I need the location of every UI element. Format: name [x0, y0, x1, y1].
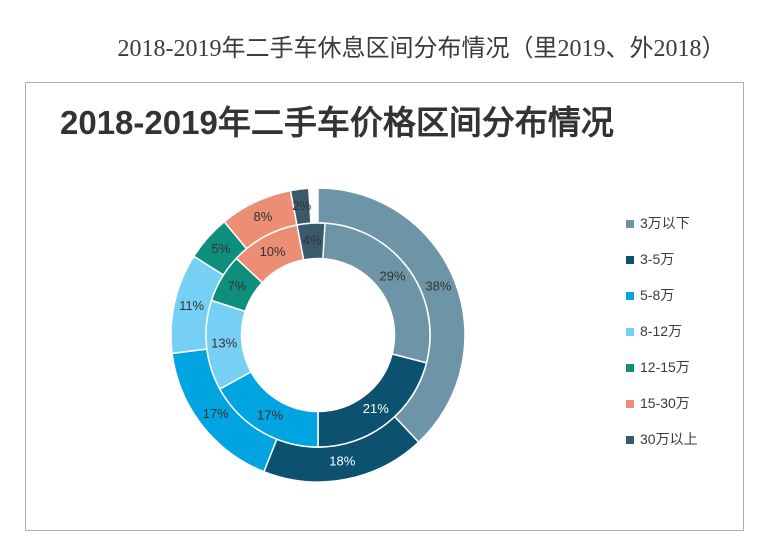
svg-text:11%: 11%: [179, 298, 204, 313]
svg-text:21%: 21%: [363, 401, 389, 416]
svg-text:10%: 10%: [260, 244, 286, 259]
svg-text:18%: 18%: [329, 454, 355, 469]
svg-text:13%: 13%: [211, 335, 237, 350]
svg-text:17%: 17%: [257, 408, 283, 423]
svg-text:5%: 5%: [212, 241, 231, 256]
svg-text:38%: 38%: [425, 279, 451, 294]
svg-text:2%: 2%: [292, 198, 311, 213]
svg-text:7%: 7%: [228, 278, 247, 293]
svg-text:17%: 17%: [203, 406, 229, 421]
svg-text:4%: 4%: [303, 232, 322, 247]
svg-text:8%: 8%: [254, 209, 273, 224]
svg-text:29%: 29%: [379, 269, 405, 284]
